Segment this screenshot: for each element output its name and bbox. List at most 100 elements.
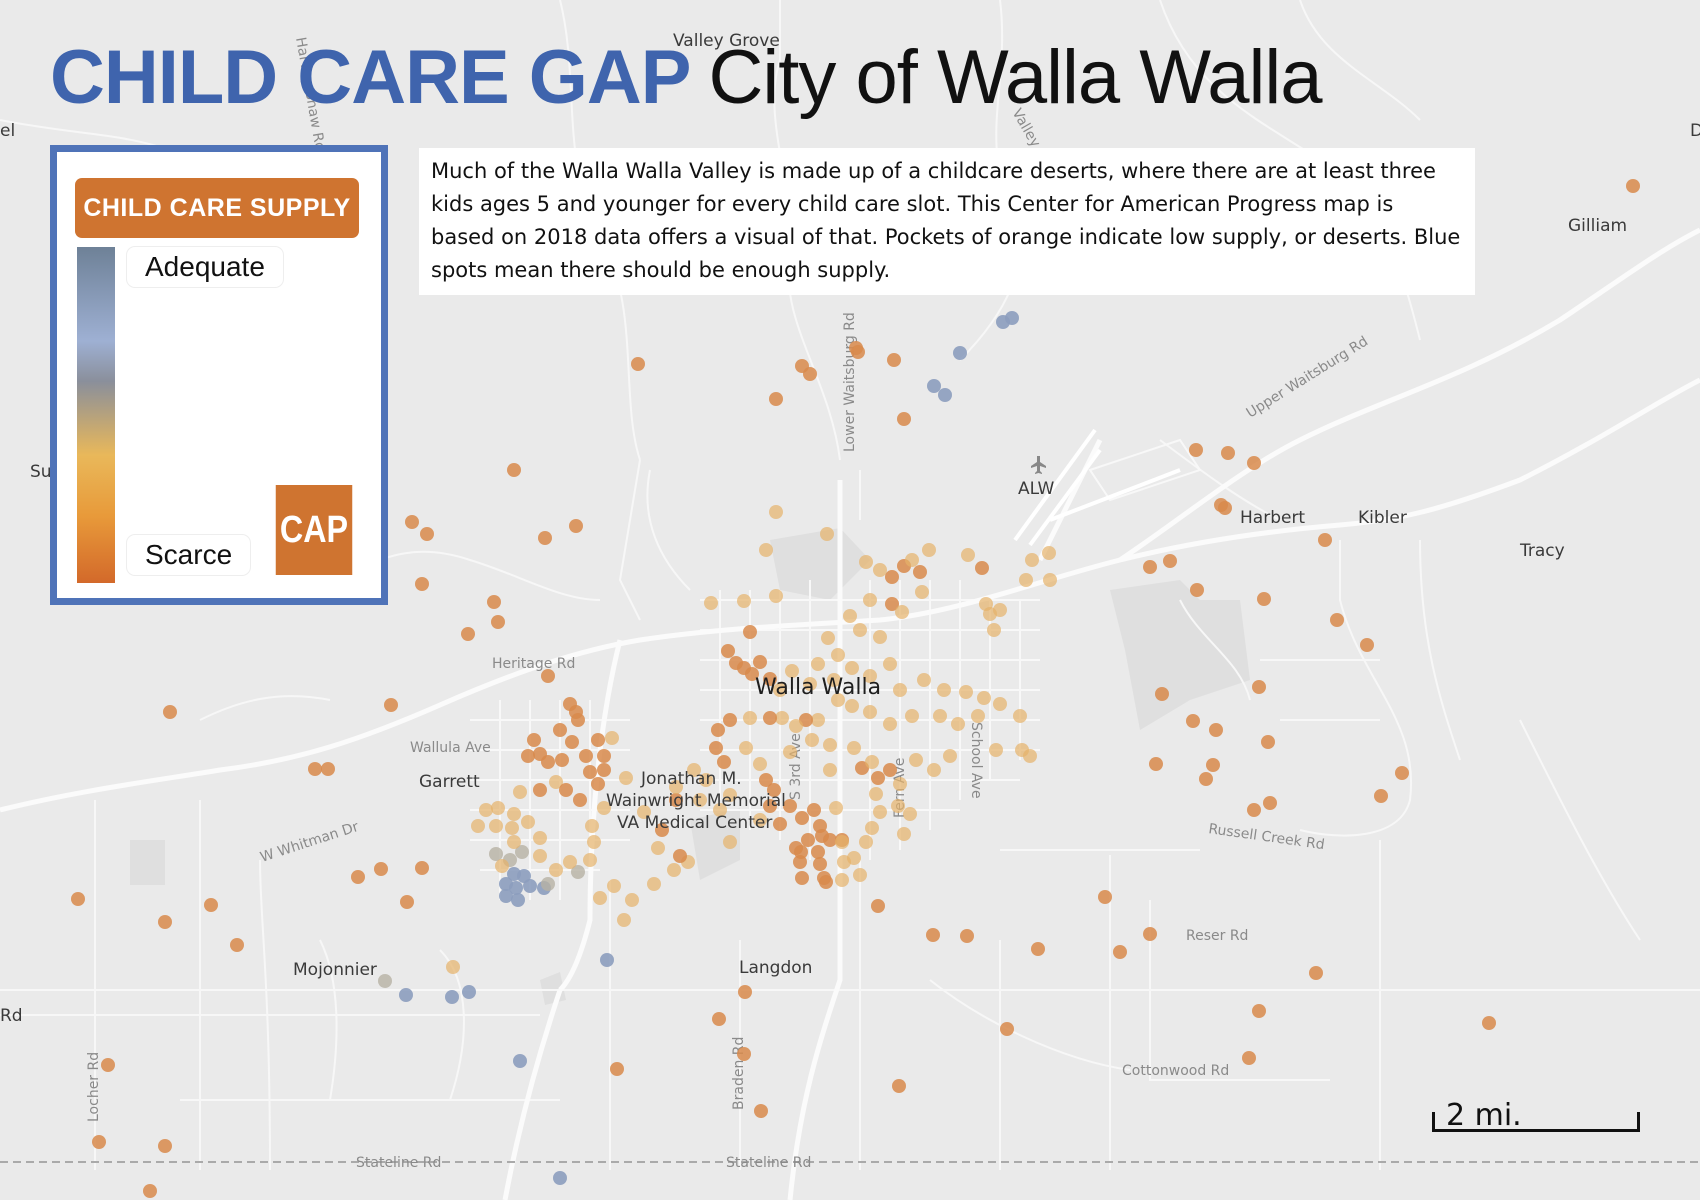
supply-point-mild <box>909 753 923 767</box>
supply-point-scarce <box>1031 942 1045 956</box>
supply-point-mild <box>607 879 621 893</box>
supply-point-scarce <box>897 412 911 426</box>
supply-point-mild <box>873 805 887 819</box>
supply-point-mild <box>989 743 1003 757</box>
legend-panel: CHILD CARE SUPPLY Adequate Scarce CAP <box>50 145 388 605</box>
supply-point-mild <box>831 648 845 662</box>
supply-point-mild <box>873 563 887 577</box>
supply-point-mild <box>905 553 919 567</box>
supply-point-adequate <box>399 988 413 1002</box>
road-label: Stateline Rd <box>726 1155 811 1171</box>
supply-point-mild <box>827 673 841 687</box>
supply-point-scarce <box>1626 179 1640 193</box>
supply-point-mild <box>835 873 849 887</box>
supply-point-scarce <box>759 773 773 787</box>
supply-point-mild <box>495 859 509 873</box>
supply-point-mild <box>1025 553 1039 567</box>
supply-point-scarce <box>1190 583 1204 597</box>
supply-point-scarce <box>783 799 797 813</box>
supply-point-scarce <box>631 357 645 371</box>
supply-point-mild <box>917 673 931 687</box>
place-label: Mojonnier <box>293 960 377 980</box>
supply-point-mild <box>831 693 845 707</box>
supply-point-mild <box>619 771 633 785</box>
supply-point-mild <box>959 685 973 699</box>
supply-point-scarce <box>1186 714 1200 728</box>
supply-point-scarce <box>541 755 555 769</box>
supply-point-scarce <box>527 733 541 747</box>
supply-point-scarce <box>507 463 521 477</box>
supply-point-scarce <box>565 735 579 749</box>
land-use-areas <box>130 528 1250 1005</box>
supply-point-mild <box>803 677 817 691</box>
supply-point-scarce <box>813 857 827 871</box>
supply-point-scarce <box>563 697 577 711</box>
supply-point-scarce <box>1374 789 1388 803</box>
supply-point-scarce <box>405 515 419 529</box>
supply-point-scarce <box>1330 613 1344 627</box>
supply-point-mild <box>869 787 883 801</box>
supply-point-mild <box>704 596 718 610</box>
supply-point-scarce <box>400 895 414 909</box>
title-bold: CHILD CARE GAP <box>50 35 691 120</box>
supply-point-mild <box>971 709 985 723</box>
supply-point-mild <box>1019 573 1033 587</box>
supply-point-mild <box>713 803 727 817</box>
supply-point-scarce <box>1143 560 1157 574</box>
supply-point-scarce <box>1252 1004 1266 1018</box>
supply-point-mild <box>987 623 1001 637</box>
supply-point-scarce <box>717 755 731 769</box>
supply-point-scarce <box>374 862 388 876</box>
supply-point-mild <box>637 805 651 819</box>
supply-point-mild <box>1043 573 1057 587</box>
supply-point-scarce <box>143 1184 157 1198</box>
supply-point-scarce <box>794 845 808 859</box>
legend-heading: CHILD CARE SUPPLY <box>75 178 359 238</box>
supply-point-scarce <box>204 898 218 912</box>
supply-point-scarce <box>763 711 777 725</box>
supply-point-mild <box>693 793 707 807</box>
supply-point-mild <box>821 631 835 645</box>
supply-point-mild <box>593 891 607 905</box>
supply-point-mild <box>873 630 887 644</box>
supply-point-mild <box>865 755 879 769</box>
supply-point-scarce <box>553 723 567 737</box>
supply-point-mild <box>533 831 547 845</box>
supply-point-mild <box>1013 709 1027 723</box>
supply-point-mild <box>891 799 905 813</box>
place-label: Rd <box>0 1006 23 1026</box>
supply-point-scarce <box>163 705 177 719</box>
supply-point-mild <box>829 801 843 815</box>
supply-point-scarce <box>158 1139 172 1153</box>
supply-point-mild <box>823 738 837 752</box>
supply-point-scarce <box>885 597 899 611</box>
supply-point-adequate <box>445 990 459 1004</box>
supply-point-scarce <box>92 1135 106 1149</box>
supply-point-scarce <box>583 765 597 779</box>
supply-point-scarce <box>555 753 569 767</box>
supply-point-scarce <box>1261 735 1275 749</box>
supply-points <box>71 179 1640 1198</box>
supply-point-scarce <box>1360 638 1374 652</box>
road-label: Stateline Rd <box>356 1155 441 1171</box>
supply-point-mild <box>937 683 951 697</box>
supply-point-mild <box>699 773 713 787</box>
supply-point-scarce <box>811 845 825 859</box>
supply-point-mild <box>743 711 757 725</box>
supply-point-mild <box>669 780 683 794</box>
supply-point-adequate <box>938 388 952 402</box>
supply-point-scarce <box>883 763 897 777</box>
supply-point-scarce <box>1309 966 1323 980</box>
road-label: School Ave <box>968 722 984 799</box>
supply-point-mild <box>853 623 867 637</box>
supply-point-scarce <box>1247 803 1261 817</box>
road-label: S 3rd Ave <box>788 733 804 800</box>
supply-point-mild <box>549 863 563 877</box>
supply-point-mild <box>893 777 907 791</box>
supply-point-scarce <box>851 345 865 359</box>
place-label: Gilliam <box>1568 216 1627 236</box>
supply-point-mild <box>961 548 975 562</box>
supply-point-scarce <box>1199 772 1213 786</box>
supply-point-mild <box>895 605 909 619</box>
